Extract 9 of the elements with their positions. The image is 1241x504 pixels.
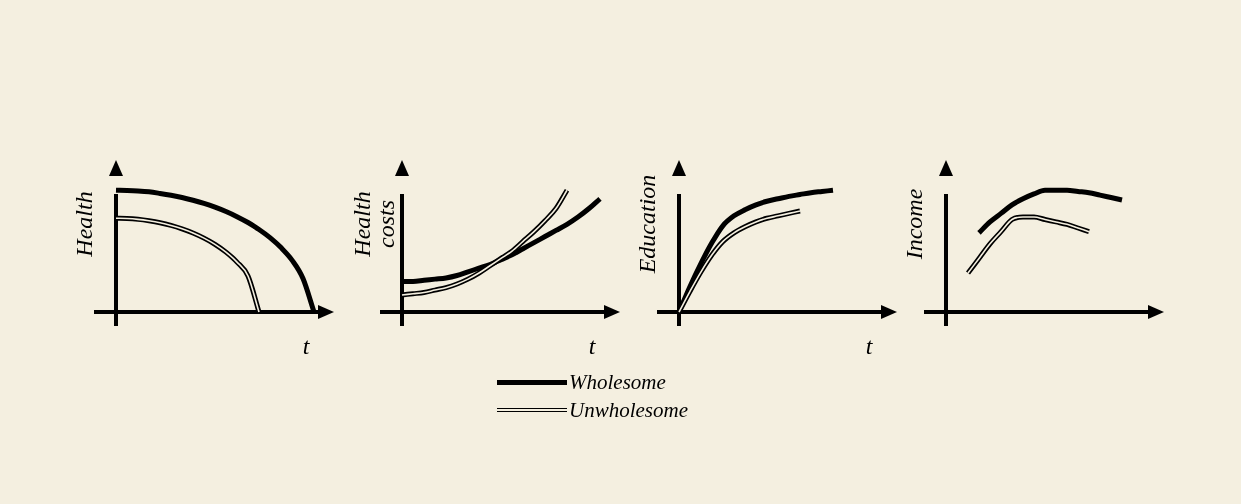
y-axis-title: Health costs (349, 191, 400, 258)
y-axis-title: Income (901, 188, 928, 261)
y-axis-title: Education (634, 174, 661, 275)
x-axis-title: t (865, 333, 874, 360)
x-axis-title: t (302, 333, 311, 360)
legend-label: Unwholesome (569, 397, 688, 423)
x-axis-title: t (588, 333, 597, 360)
y-axis-title: Health (71, 191, 98, 258)
legend-label: Wholesome (569, 369, 666, 395)
